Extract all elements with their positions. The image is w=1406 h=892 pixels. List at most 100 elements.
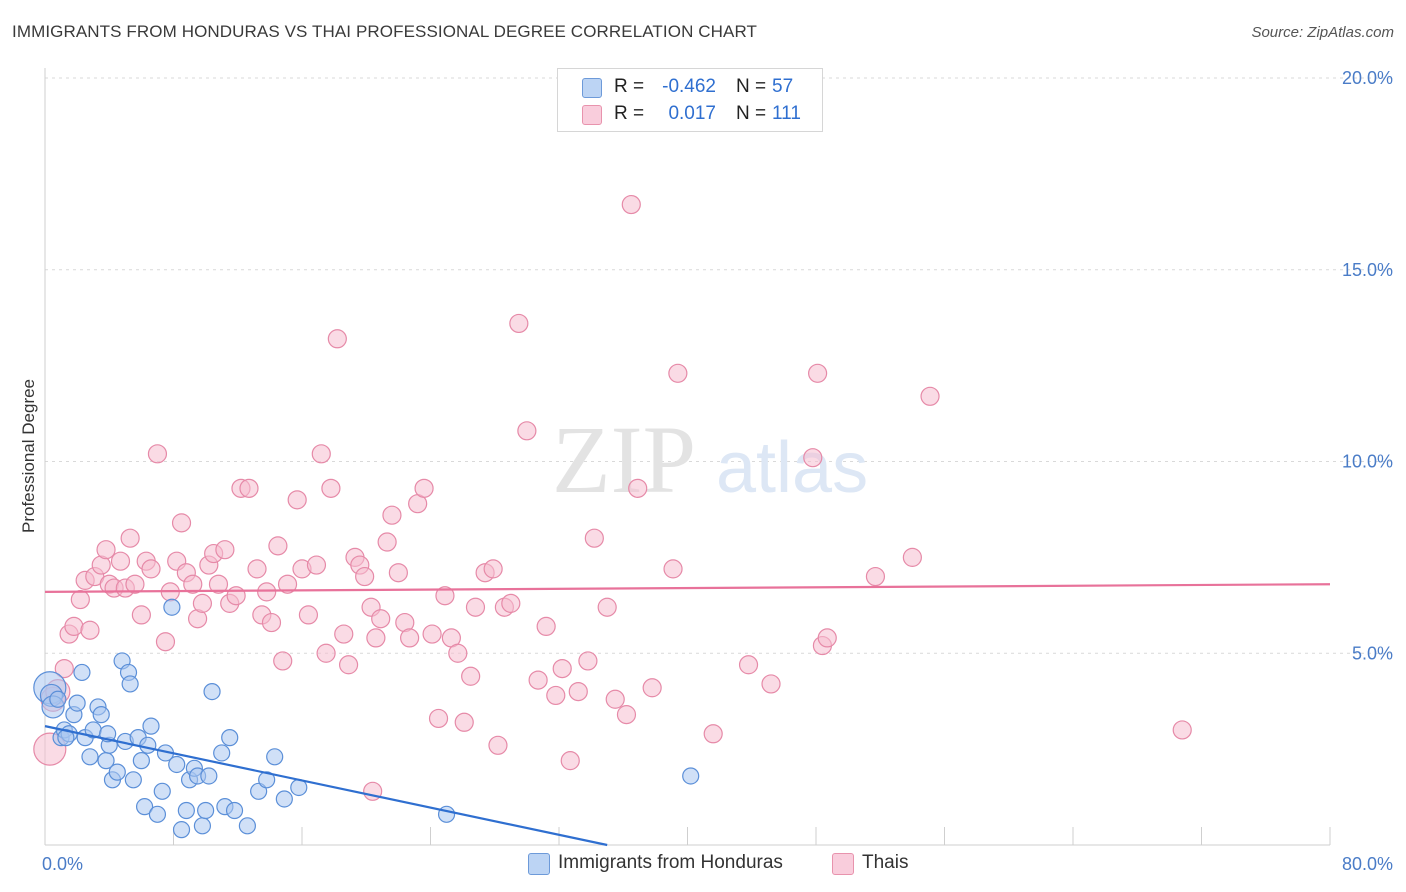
- thai-point: [1172, 720, 1192, 740]
- thai-point: [273, 651, 293, 671]
- honduras-point: [108, 763, 126, 781]
- series-legend: Immigrants from Honduras Thais: [0, 852, 1406, 878]
- thai-point: [208, 574, 229, 594]
- x-tick-label: 0.0%: [42, 854, 83, 874]
- thai-point: [483, 559, 503, 579]
- thai-point: [642, 678, 662, 698]
- thai-point: [80, 620, 100, 640]
- x-tick-label: 80.0%: [1342, 854, 1393, 874]
- thai-point: [261, 612, 282, 633]
- honduras-point: [92, 706, 110, 724]
- thai-point: [54, 658, 74, 679]
- legend-n-value: 111: [772, 103, 801, 124]
- thai-trendline: [44, 583, 1331, 593]
- thai-point: [400, 628, 420, 648]
- honduras-point: [225, 801, 244, 820]
- thai-point: [428, 708, 449, 729]
- thai-point: [257, 582, 277, 602]
- legend-row-thai: R = 0.017 N = 111: [558, 100, 822, 128]
- thai-point: [808, 363, 828, 383]
- honduras-point: [153, 782, 171, 800]
- thai-point: [287, 490, 307, 510]
- thai-point: [605, 689, 625, 709]
- honduras-point: [132, 752, 150, 770]
- honduras-point: [135, 798, 154, 816]
- honduras-point: [177, 801, 195, 820]
- thai-point: [298, 605, 319, 625]
- thai-point: [817, 628, 837, 648]
- tick-layer: 5.0% 10.0% 15.0% 20.0% 0.0% 80.0%: [42, 68, 1393, 874]
- source-label: Source: ZipAtlas.com: [1251, 24, 1394, 41]
- honduras-point: [124, 771, 142, 789]
- honduras-point: [73, 663, 91, 682]
- thai-point: [377, 532, 397, 552]
- thai-point: [578, 651, 598, 671]
- thai-point: [803, 448, 823, 468]
- honduras-legend-swatch: [528, 853, 550, 875]
- thai-point: [568, 681, 588, 702]
- thai-legend-label: Thais: [862, 852, 909, 873]
- thai-point: [110, 551, 131, 571]
- thai-point: [355, 566, 375, 587]
- thai-point: [501, 593, 521, 613]
- honduras-point: [49, 690, 67, 708]
- axis-layer: [44, 68, 1331, 846]
- watermark: ZIP atlas: [552, 406, 868, 513]
- thai-point: [536, 616, 556, 637]
- thai-point: [703, 724, 723, 744]
- thai-point: [902, 547, 922, 567]
- honduras-point: [163, 598, 181, 616]
- thai-point: [171, 513, 192, 533]
- legend-n-label: N =: [736, 76, 767, 97]
- thai-point: [584, 528, 604, 548]
- y-axis-label: Professional Degree: [19, 379, 38, 533]
- honduras-point: [139, 736, 157, 754]
- thai-point: [321, 478, 341, 498]
- honduras-point: [682, 767, 700, 785]
- thai-point: [371, 609, 391, 629]
- thai-swatch: [582, 105, 602, 125]
- thai-point: [125, 574, 145, 594]
- thai-point: [192, 593, 213, 613]
- y-tick-label: 15.0%: [1342, 260, 1393, 280]
- honduras-point: [168, 755, 186, 774]
- thai-point: [131, 605, 151, 625]
- thai-point: [247, 559, 267, 579]
- thai-point: [668, 363, 688, 383]
- honduras-point: [221, 729, 239, 747]
- thai-point: [435, 586, 455, 606]
- honduras-trendline: [44, 725, 608, 847]
- thai-point: [382, 505, 402, 525]
- thai-legend-swatch: [832, 853, 854, 875]
- thai-point: [306, 555, 327, 575]
- thai-point: [316, 643, 336, 663]
- honduras-point: [266, 748, 284, 766]
- thai-point: [448, 643, 468, 663]
- legend-row-honduras: R = -0.462 N = 57: [558, 73, 822, 101]
- watermark-atlas: atlas: [716, 428, 868, 508]
- honduras-point: [238, 817, 256, 835]
- grid-layer: [45, 77, 1392, 654]
- honduras-point: [275, 790, 293, 808]
- honduras-point: [197, 801, 215, 820]
- thai-point: [552, 658, 572, 679]
- honduras-point: [81, 748, 99, 766]
- thai-point: [277, 574, 298, 594]
- thai-point: [465, 597, 486, 617]
- honduras-point: [68, 694, 86, 712]
- legend-r-value: 0.017: [668, 103, 716, 124]
- legend-r-label: R =: [614, 103, 645, 124]
- honduras-point: [121, 675, 139, 693]
- thai-point: [311, 444, 331, 464]
- honduras-swatch: [582, 78, 602, 98]
- thai-point: [155, 632, 176, 652]
- thai-point: [597, 597, 617, 617]
- chart-title: IMMIGRANTS FROM HONDURAS VS THAI PROFESS…: [12, 22, 758, 41]
- honduras-point: [437, 805, 456, 823]
- thai-point: [334, 624, 354, 644]
- honduras-point: [203, 682, 221, 701]
- y-tick-label: 5.0%: [1352, 643, 1393, 663]
- thai-point: [628, 478, 648, 498]
- thai-point: [461, 666, 481, 686]
